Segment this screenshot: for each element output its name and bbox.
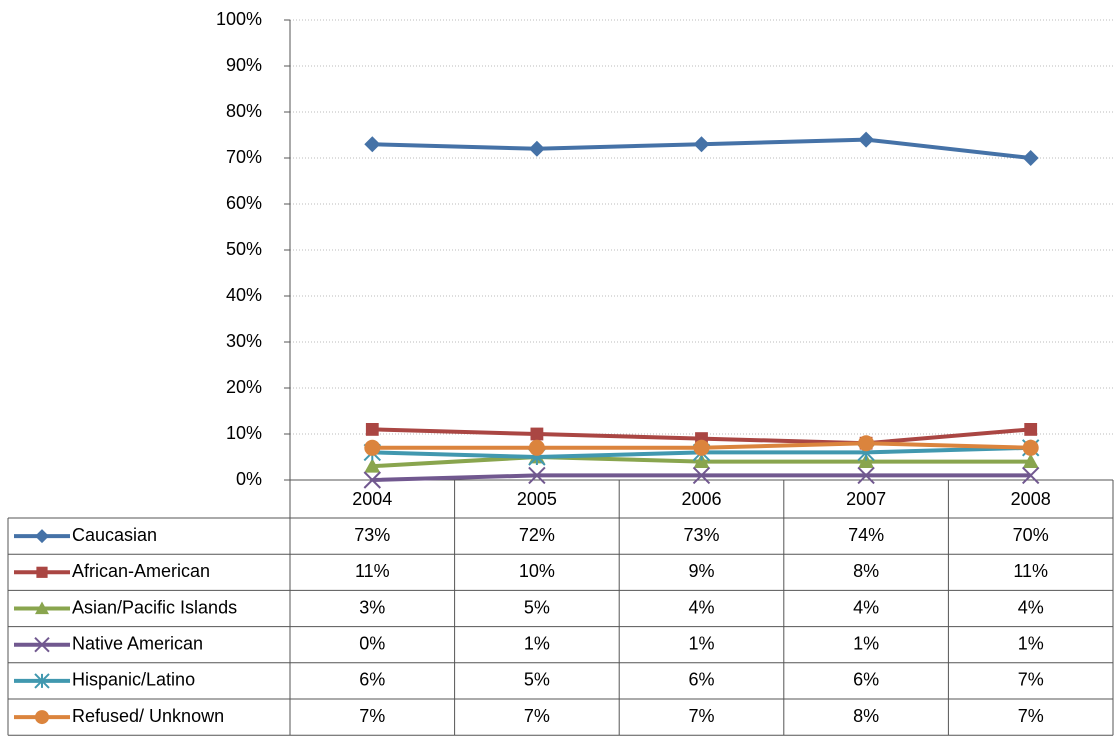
legend-label: Asian/Pacific Islands	[72, 597, 237, 617]
marker	[36, 566, 48, 578]
table-value: 74%	[848, 525, 884, 545]
legend-label: African-American	[72, 561, 210, 581]
table-value: 72%	[519, 525, 555, 545]
marker	[35, 601, 49, 615]
table-value: 6%	[853, 670, 879, 690]
table-value: 1%	[853, 633, 879, 653]
table-value: 4%	[853, 597, 879, 617]
marker	[1024, 423, 1038, 436]
table-value: 4%	[1018, 597, 1044, 617]
marker	[693, 453, 710, 468]
table-value: 4%	[688, 597, 714, 617]
table-value: 9%	[688, 561, 714, 581]
y-tick-label: 50%	[226, 239, 262, 259]
table-value: 70%	[1013, 525, 1049, 545]
y-tick-label: 70%	[226, 147, 262, 167]
x-tick-label: 2007	[846, 489, 886, 509]
marker	[528, 140, 545, 157]
table-value: 8%	[853, 706, 879, 726]
table-value: 1%	[1018, 633, 1044, 653]
x-tick-label: 2005	[517, 489, 557, 509]
x-tick-label: 2006	[681, 489, 721, 509]
table-value: 1%	[688, 633, 714, 653]
marker	[34, 673, 50, 689]
marker	[35, 710, 49, 725]
marker	[858, 131, 875, 148]
y-tick-label: 60%	[226, 193, 262, 213]
marker	[693, 136, 710, 153]
marker	[858, 453, 875, 468]
table-value: 10%	[519, 561, 555, 581]
table-value: 5%	[524, 670, 550, 690]
table-value: 7%	[524, 706, 550, 726]
table-value: 0%	[359, 633, 385, 653]
y-tick-label: 20%	[226, 377, 262, 397]
marker	[1022, 439, 1039, 456]
table-value: 7%	[1018, 670, 1044, 690]
marker	[364, 458, 381, 473]
marker	[34, 636, 50, 653]
marker	[692, 466, 711, 485]
marker	[35, 529, 49, 544]
table-value: 7%	[359, 706, 385, 726]
marker	[858, 435, 875, 452]
table-value: 73%	[354, 525, 390, 545]
legend-label: Refused/ Unknown	[72, 706, 224, 726]
table-value: 6%	[359, 670, 385, 690]
marker	[1021, 466, 1040, 485]
marker	[693, 439, 710, 456]
marker	[1022, 453, 1039, 468]
table-value: 6%	[688, 670, 714, 690]
y-tick-label: 30%	[226, 331, 262, 351]
marker	[363, 471, 382, 489]
y-tick-label: 0%	[236, 469, 262, 489]
y-tick-label: 90%	[226, 55, 262, 75]
x-tick-label: 2008	[1011, 489, 1051, 509]
marker	[365, 423, 379, 436]
marker	[364, 439, 381, 456]
legend-label: Native American	[72, 633, 203, 653]
y-tick-label: 10%	[226, 423, 262, 443]
legend-label: Hispanic/Latino	[72, 670, 195, 690]
table-value: 11%	[355, 561, 390, 581]
table-value: 7%	[1018, 706, 1044, 726]
table-value: 1%	[524, 633, 550, 653]
marker	[528, 466, 546, 485]
marker	[857, 466, 875, 485]
marker	[364, 136, 381, 153]
y-tick-label: 40%	[226, 285, 262, 305]
marker	[528, 439, 545, 456]
table-value: 8%	[853, 561, 879, 581]
table-value: 5%	[524, 597, 550, 617]
y-tick-label: 100%	[216, 9, 262, 29]
table-value: 7%	[688, 706, 714, 726]
table-value: 73%	[683, 525, 719, 545]
x-tick-label: 2004	[352, 489, 392, 509]
y-tick-label: 80%	[226, 101, 262, 121]
marker	[530, 427, 544, 441]
legend-label: Caucasian	[72, 525, 157, 545]
marker	[1022, 150, 1039, 166]
table-value: 11%	[1013, 561, 1048, 581]
table-value: 3%	[359, 597, 385, 617]
